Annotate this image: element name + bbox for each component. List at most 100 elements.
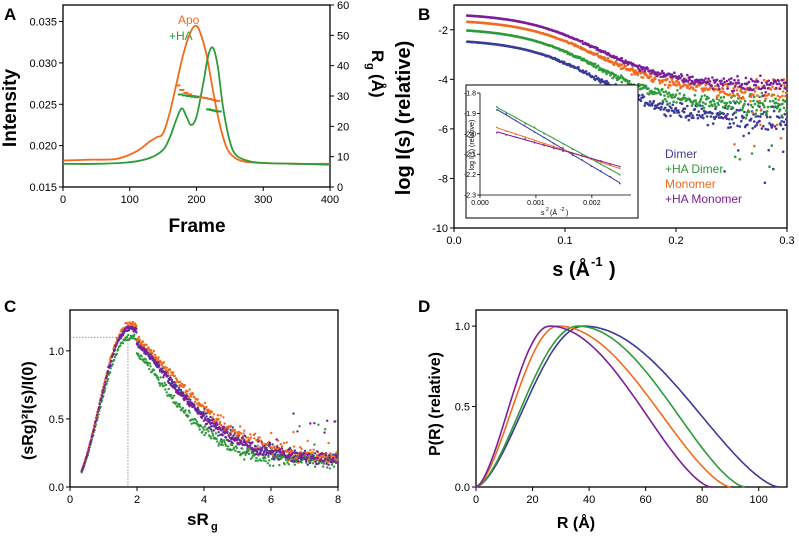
panel-c-point-ha_dimer [226, 445, 230, 448]
panel-b-point-ha_dimer [777, 102, 780, 106]
panel-c-xlabel-sub: g [211, 521, 218, 533]
panel-c-point-ha_monomer [106, 370, 110, 373]
panel-b-point-ha_dimer [782, 106, 786, 110]
panel-b-point-ha_monomer [694, 80, 697, 84]
panel-b-point-dimer [742, 116, 745, 119]
panel-c-point-ha_monomer [158, 364, 161, 367]
panel-b-inset-point-ha_monomer [496, 132, 498, 134]
panel-c-point-ha_dimer [211, 432, 214, 435]
panel-c-point-ha_monomer [233, 439, 236, 442]
panel-c-point-ha_dimer [187, 414, 190, 418]
panel-b-point-ha_dimer [690, 104, 694, 108]
panel-b-point-dimer [731, 113, 735, 116]
panel-b-point-dimer [697, 110, 700, 113]
panel-c-point-dimer [177, 386, 180, 389]
panel-c-point-ha_dimer [202, 428, 205, 431]
panel-b-inset-point-monomer [533, 139, 536, 142]
panel-b-point-ha_monomer [740, 82, 744, 86]
panel-b-inset-point-ha_monomer [562, 150, 564, 153]
panel-c-point-ha_monomer [263, 444, 266, 448]
panel-b-point-ha_dimer [693, 93, 697, 97]
panel-b-inset-point-dimer [514, 119, 517, 122]
panel-b-point-ha_dimer [614, 73, 617, 77]
panel-b-point-monomer [603, 56, 607, 60]
panel-b-point-ha_monomer [742, 134, 745, 138]
panel-b-point-dimer [680, 102, 684, 105]
panel-c-point-ha_dimer [178, 402, 181, 406]
panel-b-point-ha_dimer [740, 108, 744, 112]
panel-b-point-dimer [655, 106, 659, 109]
panel-c-point-ha_dimer [207, 430, 210, 433]
panel-c-point-ha_monomer [104, 381, 107, 384]
panel-b-point-ha_dimer [663, 94, 666, 97]
panel-d-xtick-label: 60 [640, 494, 652, 506]
panel-b-point-dimer [677, 111, 681, 114]
panel-b-point-dimer [642, 95, 646, 98]
panel-b-point-dimer [682, 110, 686, 114]
panel-c-point-monomer [280, 445, 284, 448]
panel-c-xlabel: sR g [187, 510, 218, 533]
panel-c-point-ha_dimer [174, 401, 178, 404]
panel-c-point-ha_monomer [113, 348, 117, 352]
panel-a-ylabel: Intensity [0, 69, 21, 148]
panel-b-point-monomer [751, 111, 754, 114]
panel-b-point-ha_dimer [700, 95, 704, 98]
panel-b-point-dimer [763, 181, 767, 185]
panel-b-inset-ylabel: log I(s) (relative) [469, 120, 476, 171]
panel-c-point-ha_monomer [314, 460, 317, 464]
panel-d-letter: D [418, 297, 430, 316]
panel-c-point-monomer [293, 445, 296, 448]
panel-c-point-ha_monomer [205, 419, 208, 422]
panel-b-inset-xlabel-unit: (Å [550, 208, 557, 217]
panel-b-point-ha_dimer [719, 96, 723, 99]
panel-c-point-dimer [271, 443, 274, 446]
panel-b-point-monomer [778, 96, 782, 99]
panel-c-point-ha_dimer [313, 465, 317, 468]
panel-c-point-monomer [309, 452, 313, 455]
panel-c-point-ha_dimer [188, 411, 191, 414]
panel-b-point-monomer [624, 64, 627, 68]
panel-d-ytick-label: 0.0 [455, 482, 470, 494]
panel-b-point-ha_monomer [581, 39, 584, 43]
panel-c-point-monomer [312, 448, 315, 451]
panel-c-point-monomer [203, 409, 206, 413]
panel-c-point-ha_monomer [262, 453, 265, 456]
panel-b-point-ha_dimer [752, 99, 755, 103]
panel-c-point-ha_dimer [149, 365, 152, 368]
panel-b-point-dimer [702, 116, 705, 120]
panel-b-point-monomer [742, 97, 745, 100]
panel-c-point-ha_monomer [315, 450, 319, 453]
panel-c-point-ha_monomer [225, 428, 228, 431]
panel-b-point-ha_monomer [781, 79, 784, 82]
panel-b-point-ha_dimer [611, 76, 614, 80]
panel-b-inset-point-ha_monomer [609, 163, 612, 165]
panel-c-letter: C [4, 297, 16, 316]
panel-b-point-ha_dimer [665, 100, 668, 103]
panel-b-point-monomer [686, 84, 690, 88]
panel-b-point-ha_dimer [672, 100, 675, 103]
panel-b-point-dimer [782, 120, 786, 124]
panel-c-point-monomer [223, 422, 226, 425]
panel-c-point-ha_monomer [328, 454, 331, 457]
panel-c-point-ha_monomer [274, 449, 278, 452]
panel-c-point-ha_monomer [292, 456, 295, 459]
panel-c-point-dimer [231, 426, 234, 429]
panel-c-point-ha_monomer [92, 428, 96, 431]
panel-c-point-ha_dimer [203, 425, 207, 428]
panel-b-point-dimer [753, 120, 756, 123]
panel-c-point-ha_dimer [184, 409, 187, 412]
panel-c-point-monomer [93, 423, 96, 426]
panel-b-point-monomer [720, 90, 723, 93]
panel-c-point-dimer [217, 431, 220, 434]
panel-c-point-ha_dimer [201, 426, 205, 429]
panel-c-point-ha_dimer [217, 444, 220, 447]
panel-c-point-ha_monomer [264, 446, 267, 450]
panel-d-plot-frame [475, 309, 788, 488]
panel-b-point-ha_monomer [770, 126, 774, 129]
panel-c-point-ha_dimer [124, 339, 127, 342]
panel-c-point-ha_monomer [141, 346, 145, 350]
panel-c-point-monomer [297, 461, 300, 464]
panel-c-point-ha_dimer [191, 418, 195, 421]
panel-b-point-dimer [713, 117, 716, 121]
panel-b-legend-item: +HA Monomer [665, 192, 742, 206]
